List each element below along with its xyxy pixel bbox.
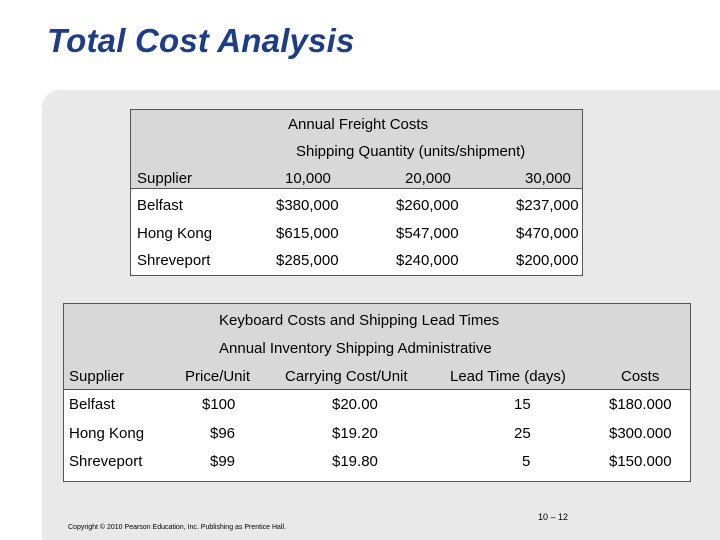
keyboard-costs-table — [63, 303, 691, 482]
keyboard-row-shreveport-supplier: Shreveport — [69, 453, 143, 470]
freight-row-shreveport-30000: $200,000 — [516, 252, 579, 269]
keyboard-row-shreveport-costs: $150.000 — [609, 453, 672, 470]
freight-col-20000: 20,000 — [405, 170, 451, 187]
freight-row-belfast-supplier: Belfast — [137, 197, 183, 214]
keyboard-col-costs: Costs — [621, 368, 660, 385]
freight-row-hongkong-30000: $470,000 — [516, 225, 579, 242]
freight-col-30000: 30,000 — [525, 170, 571, 187]
freight-row-hongkong-supplier: Hong Kong — [137, 225, 213, 242]
freight-row-shreveport-supplier: Shreveport — [137, 252, 211, 269]
keyboard-row-hongkong-supplier: Hong Kong — [69, 425, 145, 442]
page-number: 10 – 12 — [538, 512, 569, 522]
keyboard-col-price-unit: Price/Unit — [185, 368, 251, 385]
freight-row-belfast-10000: $380,000 — [276, 197, 339, 214]
copyright-notice: Copyright © 2010 Pearson Education, Inc.… — [68, 524, 287, 531]
freight-table-title: Annual Freight Costs — [288, 116, 429, 133]
keyboard-row-shreveport-lead: 5 — [522, 453, 531, 470]
keyboard-row-hongkong-lead: 25 — [514, 425, 531, 442]
keyboard-row-hongkong-costs: $300.000 — [609, 425, 672, 442]
keyboard-row-hongkong-carrying: $19.20 — [332, 425, 378, 442]
keyboard-row-shreveport-price: $99 — [210, 453, 236, 470]
freight-table-header — [131, 110, 582, 188]
keyboard-col-supplier: Supplier — [69, 368, 125, 385]
freight-col-supplier: Supplier — [137, 170, 193, 187]
keyboard-table-subtitle: Annual Inventory Shipping Administrative — [219, 340, 492, 357]
freight-row-shreveport-10000: $285,000 — [276, 252, 339, 269]
freight-header-divider — [131, 188, 582, 189]
freight-table-subtitle: Shipping Quantity (units/shipment) — [296, 143, 526, 160]
keyboard-row-shreveport-carrying: $19.80 — [332, 453, 378, 470]
keyboard-table-header — [64, 304, 690, 389]
freight-row-belfast-30000: $237,000 — [516, 197, 579, 214]
freight-row-hongkong-20000: $547,000 — [396, 225, 459, 242]
freight-row-belfast-20000: $260,000 — [396, 197, 459, 214]
freight-row-hongkong-10000: $615,000 — [276, 225, 339, 242]
keyboard-header-divider — [64, 389, 690, 390]
keyboard-row-belfast-supplier: Belfast — [69, 396, 115, 413]
keyboard-row-belfast-costs: $180.000 — [609, 396, 672, 413]
keyboard-row-belfast-price: $100 — [202, 396, 236, 413]
freight-costs-table — [130, 109, 583, 276]
keyboard-row-belfast-lead: 15 — [514, 396, 531, 413]
keyboard-row-belfast-carrying: $20.00 — [332, 396, 378, 413]
freight-row-shreveport-20000: $240,000 — [396, 252, 459, 269]
keyboard-table-title: Keyboard Costs and Shipping Lead Times — [219, 312, 500, 329]
keyboard-col-lead-time: Lead Time (days) — [450, 368, 566, 385]
slide-title: Total Cost Analysis — [47, 22, 355, 59]
freight-col-10000: 10,000 — [285, 170, 331, 187]
keyboard-row-hongkong-price: $96 — [210, 425, 236, 442]
keyboard-col-carrying-cost: Carrying Cost/Unit — [285, 368, 408, 385]
